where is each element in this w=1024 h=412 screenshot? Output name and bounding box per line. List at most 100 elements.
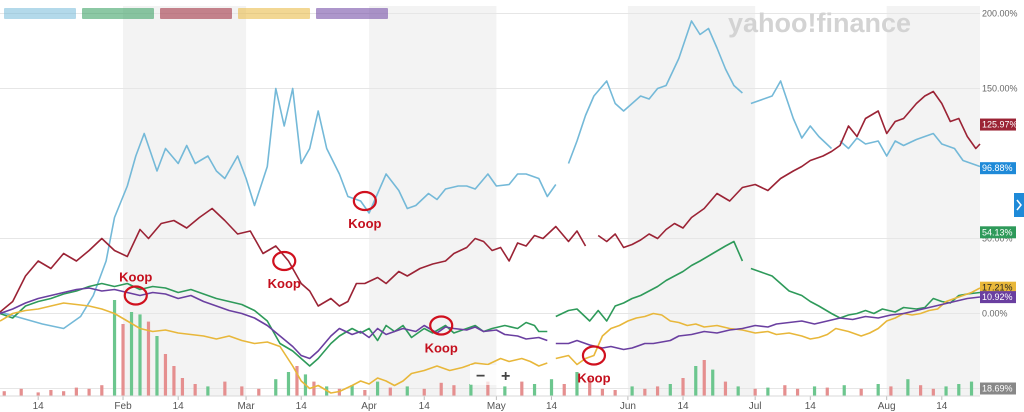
end-value-label: 10.92% bbox=[982, 292, 1013, 302]
koop-annotations: Koop Koop Koop Koop Koop bbox=[119, 190, 611, 386]
end-value-badge bbox=[980, 118, 1016, 131]
end-value-badge bbox=[980, 291, 1016, 304]
volume-bar bbox=[193, 384, 197, 396]
end-value-badge bbox=[980, 162, 1016, 175]
volume-bar bbox=[180, 378, 185, 396]
koop-label: Koop bbox=[268, 276, 301, 291]
volume-bar bbox=[312, 381, 316, 396]
volume-bar bbox=[753, 388, 757, 396]
koop-circle bbox=[352, 190, 377, 212]
volume-bar bbox=[630, 386, 634, 396]
legend-chip[interactable] bbox=[160, 8, 232, 19]
y-tick-label: 150.00% bbox=[982, 84, 1018, 94]
volume-bar bbox=[549, 379, 554, 396]
volume-bar bbox=[919, 385, 923, 396]
volume-bar bbox=[842, 385, 846, 396]
volume-bar bbox=[422, 388, 426, 396]
end-value-label: 18.69% bbox=[982, 384, 1013, 394]
volume-bar bbox=[859, 388, 863, 396]
volume-bar bbox=[439, 382, 443, 396]
volume-bar bbox=[812, 386, 817, 396]
series-lines bbox=[0, 20, 981, 394]
scroll-right-handle[interactable] bbox=[1014, 193, 1024, 217]
volume-bar bbox=[766, 387, 770, 396]
volume-bar bbox=[876, 384, 880, 396]
volume-bar bbox=[206, 386, 210, 396]
volume-bar bbox=[172, 366, 176, 396]
volume-bar bbox=[469, 384, 473, 396]
volume-bar bbox=[906, 379, 910, 396]
volume-bar bbox=[155, 336, 159, 396]
volume-bar bbox=[503, 386, 507, 396]
scroll-right-control[interactable] bbox=[1014, 193, 1024, 217]
x-tick-label: 14 bbox=[33, 401, 45, 412]
x-tick-label: Feb bbox=[114, 401, 132, 412]
legend-chip[interactable] bbox=[238, 8, 310, 19]
y-axis-ticks: 200.00%150.00%50.00%0.00%-50.00% bbox=[982, 9, 1018, 394]
x-tick-label: 14 bbox=[419, 401, 431, 412]
zoom-out-button[interactable]: − bbox=[476, 368, 485, 385]
end-value-label: 54.13% bbox=[982, 227, 1013, 237]
series-line-green bbox=[0, 240, 981, 367]
y-tick-label: 200.00% bbox=[982, 9, 1018, 19]
zoom-in-button[interactable]: + bbox=[501, 368, 510, 385]
volume-bar bbox=[100, 385, 104, 396]
koop-label: Koop bbox=[119, 270, 152, 285]
volume-bar bbox=[87, 388, 91, 396]
volume-bar bbox=[257, 388, 261, 396]
volume-bar bbox=[405, 386, 409, 396]
volume-bar bbox=[363, 390, 367, 396]
legend-chip[interactable] bbox=[4, 8, 76, 19]
volume-bars bbox=[2, 300, 974, 396]
x-tick-label: 14 bbox=[173, 401, 185, 412]
volume-bar bbox=[337, 388, 341, 396]
x-tick-label: May bbox=[487, 401, 506, 412]
volume-bar bbox=[889, 386, 893, 396]
volume-bar bbox=[957, 384, 961, 396]
legend bbox=[4, 8, 388, 19]
volume-bar bbox=[163, 354, 168, 396]
series-line-blue bbox=[0, 20, 981, 330]
legend-chip[interactable] bbox=[316, 8, 388, 19]
volume-bar bbox=[711, 369, 715, 396]
koop-label: Koop bbox=[348, 216, 381, 231]
x-tick-label: 14 bbox=[546, 401, 558, 412]
volume-bar bbox=[295, 366, 299, 396]
koop-label: Koop bbox=[425, 341, 458, 356]
x-tick-label: 14 bbox=[677, 401, 689, 412]
volume-bar bbox=[668, 384, 672, 396]
volume-bar bbox=[600, 388, 605, 396]
volume-bar bbox=[129, 312, 134, 396]
volume-bar bbox=[138, 314, 142, 396]
y-tick-label: 0.00% bbox=[982, 309, 1008, 319]
x-tick-label: 14 bbox=[936, 401, 948, 412]
koop-label: Koop bbox=[577, 371, 610, 386]
volume-bar bbox=[562, 384, 566, 396]
volume-bar bbox=[736, 386, 740, 396]
volume-bar bbox=[146, 321, 151, 396]
koop-circle bbox=[581, 345, 607, 366]
volume-bar bbox=[532, 384, 537, 396]
x-tick-label: Mar bbox=[237, 401, 255, 412]
x-axis-ticks: 14 Feb 14 Mar 14 Apr 14 May 14 Jun 14 Jul 14 Aug 14 bbox=[33, 396, 948, 412]
series-line-purple bbox=[0, 287, 981, 360]
volume-bar bbox=[121, 324, 125, 396]
volume-bar bbox=[74, 387, 78, 396]
chevron-right-icon bbox=[1016, 199, 1022, 211]
volume-bar bbox=[19, 388, 23, 396]
end-value-label: 17.21% bbox=[982, 283, 1013, 293]
volume-bar bbox=[931, 388, 935, 396]
volume-bar bbox=[783, 385, 787, 396]
end-value-badge bbox=[980, 226, 1016, 239]
volume-bar bbox=[2, 391, 6, 396]
x-tick-label: 14 bbox=[296, 401, 308, 412]
legend-chip[interactable] bbox=[82, 8, 154, 19]
yahoo-finance-watermark: yahoo!finance bbox=[728, 8, 911, 38]
volume-bar bbox=[702, 360, 706, 396]
volume-bar bbox=[969, 381, 974, 396]
end-value-label: 96.88% bbox=[982, 163, 1013, 173]
series-end-labels: 125.97% 96.88% 54.13% 17.21%10.92% 18.69% bbox=[980, 118, 1018, 395]
volume-bar bbox=[795, 388, 800, 396]
volume-bar bbox=[655, 386, 660, 396]
